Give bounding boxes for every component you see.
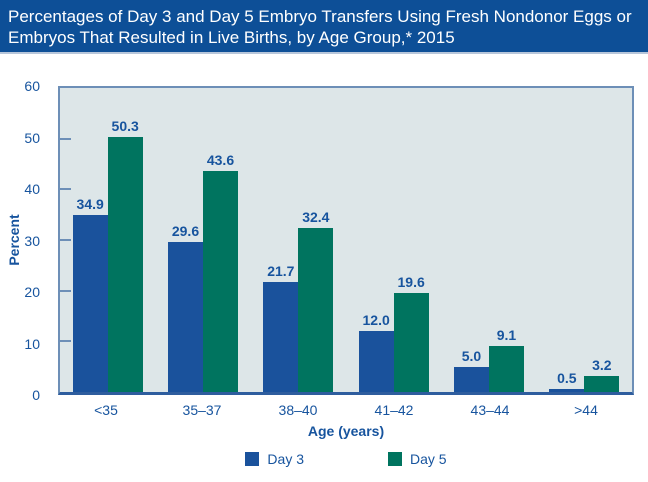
legend-swatch-icon [245,452,260,466]
bar-value-label: 50.3 [111,118,139,135]
y-tick-mark [60,340,71,343]
y-tick-label: 0 [32,387,40,403]
x-axis-title: Age (years) [307,423,385,439]
x-tick-label: 41–42 [374,402,414,418]
bar-group: 34.9 50.3 [60,88,155,392]
bar-group: 12.0 19.6 [346,88,441,392]
x-tick-label: >44 [574,402,598,418]
y-tick-label: 40 [24,181,40,197]
x-axis-tick-labels: <35 35–37 38–40 41–42 43–44 >44 [58,402,634,418]
bar-group: 21.7 32.4 [251,88,346,392]
chart-title-bar: Percentages of Day 3 and Day 5 Embryo Tr… [0,0,648,54]
bar-value-label: 9.1 [496,326,517,343]
bar-value-label: 32.4 [302,208,330,225]
y-tick-mark [60,188,71,191]
bar-day-3: 21.7 [263,263,299,392]
bar-value-label: 5.0 [461,347,482,364]
x-tick-label: 35–37 [182,402,222,418]
bar-day-3: 34.9 [72,196,108,392]
bar-value-label: 3.2 [592,356,612,373]
y-tick-mark [60,289,71,292]
legend-item-day-5: Day 5 [388,451,447,467]
bar-day-5: 9.1 [488,327,524,392]
bar-value-label: 21.7 [267,263,295,280]
x-tick-label: 38–40 [278,402,318,418]
bar-value-label: 12.0 [362,312,390,329]
bar-value-label: 29.6 [171,223,200,240]
y-tick-mark [60,137,71,140]
y-axis-tick-labels: 0 10 20 30 40 50 60 [0,78,50,403]
bar-day-3: 12.0 [358,312,394,392]
legend-label: Day 5 [410,451,447,467]
chart-title: Percentages of Day 3 and Day 5 Embryo Tr… [8,7,632,47]
y-tick-label: 30 [24,232,40,249]
x-tick-label: 43–44 [470,402,510,418]
bar-day-3: 29.6 [167,223,203,392]
bar-day-5: 3.2 [584,357,620,392]
y-tick-label: 20 [24,284,40,300]
bar-day-5: 50.3 [107,118,143,392]
x-tick-label: <35 [94,402,118,418]
bar-day-5: 32.4 [298,209,334,392]
bar-day-5: 43.6 [202,152,238,392]
bar-value-label: 19.6 [397,273,425,290]
legend-swatch-icon [388,452,402,466]
bar-series-container: 34.9 50.3 29.6 43.6 21.7 32.4 12.0 19.6 5.0 9.1 0.… [60,88,632,392]
y-tick-mark [60,239,71,241]
bar-day-3: 0.5 [549,370,585,392]
bar-day-5: 19.6 [393,274,429,392]
bar-value-label: 43.6 [206,152,235,169]
y-tick-label: 50 [24,129,40,146]
legend-item-day-3: Day 3 [245,451,304,467]
legend: Day 3 Day 5 [58,451,634,467]
y-tick-label: 10 [24,335,40,352]
y-tick-label: 60 [24,78,40,94]
bar-group: 5.0 9.1 [441,88,536,392]
legend-label: Day 3 [267,451,304,467]
bar-value-label: 0.5 [557,370,577,387]
bar-day-3: 5.0 [453,348,489,392]
bar-group: 29.6 43.6 [155,88,250,392]
plot-area: 34.9 50.3 29.6 43.6 21.7 32.4 12.0 19.6 5.0 9.1 0.… [58,86,634,395]
bar-value-label: 34.9 [76,196,104,213]
bar-group: 0.5 3.2 [537,88,632,392]
